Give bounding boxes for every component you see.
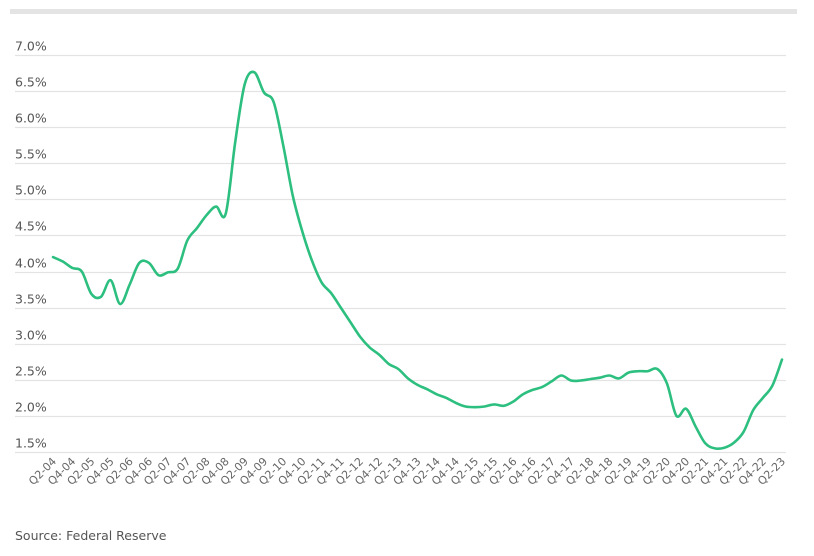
- y-tick-label: 5.0%: [15, 183, 47, 198]
- y-tick-label: 1.5%: [15, 436, 47, 451]
- line-chart: 7.0% 6.5% 6.0% 5.5% 5.0% 4.5% 4.0% 3.5% 3.0% 2.5%…: [15, 39, 788, 488]
- y-tick-label: 3.5%: [15, 292, 47, 307]
- y-tick-label: 4.5%: [15, 219, 47, 234]
- y-tick-label: 7.0%: [15, 39, 47, 54]
- series-line-rate: [51, 70, 784, 451]
- y-tick-label: 2.0%: [15, 400, 47, 415]
- y-tick-label: 6.0%: [15, 111, 47, 126]
- source-note: Source: Federal Reserve: [15, 528, 167, 543]
- top-divider-bar: [10, 9, 797, 14]
- gridlines: [15, 54, 786, 454]
- y-tick-label: 5.5%: [15, 147, 47, 162]
- y-tick-label: 3.0%: [15, 328, 47, 343]
- y-axis-labels: 7.0% 6.5% 6.0% 5.5% 5.0% 4.5% 4.0% 3.5% 3.0% 2.5%…: [15, 39, 47, 451]
- y-tick-label: 4.0%: [15, 256, 47, 271]
- y-tick-label: 6.5%: [15, 75, 47, 90]
- y-tick-label: 2.5%: [15, 364, 47, 379]
- x-axis-labels: Q2-04Q4-04Q2-05Q4-05Q2-06Q4-06Q2-07Q4-07…: [26, 455, 788, 488]
